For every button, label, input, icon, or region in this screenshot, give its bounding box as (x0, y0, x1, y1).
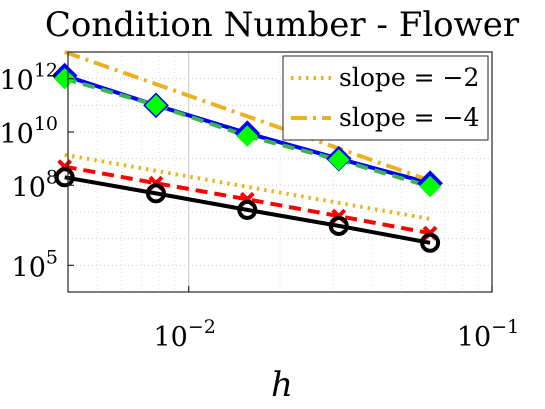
data-point-s2-1 (53, 67, 76, 90)
x-tick-label-2: 10−1 (457, 316, 519, 353)
series-line-6 (64, 50, 431, 183)
y-tick-label-2: 108 (12, 166, 58, 203)
data-point-s4-4 (328, 215, 349, 236)
axis-ticks: 10−2 10−1 105 108 1010 1012 (0, 60, 519, 353)
legend-box (282, 55, 489, 141)
series-line-3 (64, 164, 431, 236)
legend-label-1: slope = −2 (339, 63, 479, 92)
data-point-s4-3 (237, 199, 258, 220)
data-point-s4-2 (145, 183, 166, 204)
data-point-s2-3 (236, 125, 258, 147)
y-tick-label-3: 1010 (0, 113, 58, 150)
series-group (51, 50, 443, 253)
series-line-4 (64, 175, 431, 245)
legend: slope = −2 slope = −4 (282, 55, 489, 141)
data-point-s4-1 (54, 167, 75, 188)
series-line-5 (64, 152, 431, 221)
data-point-s2-2 (145, 94, 167, 117)
legend-label-2: slope = −4 (339, 103, 479, 132)
y-tick-label-1: 105 (12, 246, 58, 283)
x-tick-label-1: 10−2 (154, 316, 216, 353)
axes-frame (67, 51, 493, 293)
data-point-s2-4 (328, 149, 350, 171)
chart-title: Condition Number - Flower (45, 5, 520, 45)
y-tick-label-4: 1012 (0, 60, 58, 97)
data-point-s4-5 (420, 232, 441, 253)
data-point-s2-5 (419, 175, 441, 198)
x-axis-label: h (271, 365, 293, 405)
